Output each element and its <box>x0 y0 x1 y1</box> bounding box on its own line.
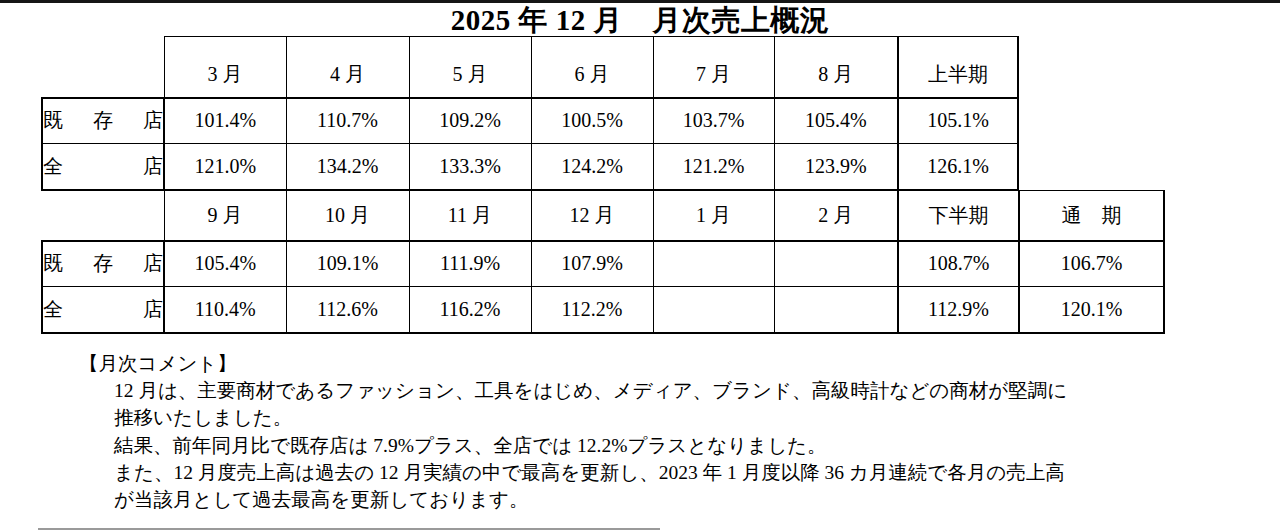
corner-cell <box>42 37 164 98</box>
data-cell: 107.9% <box>531 241 653 287</box>
comment-line: 推移いたしました。 <box>114 404 1204 431</box>
row-label-all-stores: 全店 <box>42 144 164 190</box>
data-cell-second-half-total: 112.9% <box>898 287 1019 333</box>
data-cell-empty <box>653 241 774 287</box>
data-cell-empty <box>774 287 898 333</box>
corner-cell <box>42 191 164 241</box>
comment-line: が当該月として過去最高を更新しております。 <box>114 486 1204 513</box>
monthly-comment-section: 【月次コメント】 12 月は、主要商材であるファッション、工具をはじめ、メディア… <box>79 350 1204 513</box>
bottom-partial-rule <box>38 528 660 530</box>
data-cell: 134.2% <box>286 144 409 190</box>
header-cell-second-half-total: 下半期 <box>898 191 1019 241</box>
header-cell-jun: 6 月 <box>531 37 653 98</box>
data-cell: 105.4% <box>774 98 898 144</box>
table-row-existing-stores: 既存店 105.4% 109.1% 111.9% 107.9% 108.7% 1… <box>42 241 1164 287</box>
row-label-existing-stores: 既存店 <box>42 98 164 144</box>
header-cell-sep: 9 月 <box>164 191 286 241</box>
data-cell: 103.7% <box>653 98 774 144</box>
header-cell-first-half-total: 上半期 <box>898 37 1018 98</box>
data-cell: 110.4% <box>164 287 286 333</box>
header-cell-aug: 8 月 <box>774 37 898 98</box>
table-row-existing-stores: 既存店 101.4% 110.7% 109.2% 100.5% 103.7% 1… <box>42 98 1018 144</box>
header-cell-jan: 1 月 <box>653 191 774 241</box>
page-title: 2025 年 12 月 月次売上概況 <box>0 1 1280 41</box>
table-header-row: 3 月 4 月 5 月 6 月 7 月 8 月 上半期 <box>42 37 1018 98</box>
header-cell-oct: 10 月 <box>286 191 409 241</box>
header-cell-mar: 3 月 <box>164 37 286 98</box>
header-cell-feb: 2 月 <box>774 191 898 241</box>
header-cell-apr: 4 月 <box>286 37 409 98</box>
data-cell: 100.5% <box>531 98 653 144</box>
row-label-all-stores: 全店 <box>42 287 164 333</box>
header-cell-full-year-total: 通 期 <box>1019 191 1164 241</box>
sales-table-first-half: 3 月 4 月 5 月 6 月 7 月 8 月 上半期 既存店 101.4% 1… <box>41 36 1019 191</box>
data-cell-first-half-total: 126.1% <box>898 144 1018 190</box>
data-cell: 121.2% <box>653 144 774 190</box>
data-cell: 109.2% <box>409 98 531 144</box>
data-cell-first-half-total: 105.1% <box>898 98 1018 144</box>
comment-line: 12 月は、主要商材であるファッション、工具をはじめ、メディア、ブランド、高級時… <box>114 377 1204 404</box>
data-cell: 109.1% <box>286 241 409 287</box>
data-cell: 101.4% <box>164 98 286 144</box>
data-cell: 124.2% <box>531 144 653 190</box>
table-row-all-stores: 全店 110.4% 112.6% 116.2% 112.2% 112.9% 12… <box>42 287 1164 333</box>
data-cell: 110.7% <box>286 98 409 144</box>
header-cell-nov: 11 月 <box>409 191 531 241</box>
table-row-all-stores: 全店 121.0% 134.2% 133.3% 124.2% 121.2% 12… <box>42 144 1018 190</box>
data-cell: 123.9% <box>774 144 898 190</box>
data-cell-full-year-total: 120.1% <box>1019 287 1164 333</box>
data-cell-second-half-total: 108.7% <box>898 241 1019 287</box>
header-cell-dec: 12 月 <box>531 191 653 241</box>
data-cell: 111.9% <box>409 241 531 287</box>
data-cell: 116.2% <box>409 287 531 333</box>
comment-line: また、12 月度売上高は過去の 12 月実績の中で最高を更新し、2023 年 1… <box>114 459 1204 486</box>
data-cell-empty <box>774 241 898 287</box>
table-header-row: 9 月 10 月 11 月 12 月 1 月 2 月 下半期 通 期 <box>42 191 1164 241</box>
data-cell: 121.0% <box>164 144 286 190</box>
data-cell: 112.2% <box>531 287 653 333</box>
sales-table-second-half: 9 月 10 月 11 月 12 月 1 月 2 月 下半期 通 期 既存店 1… <box>41 190 1165 334</box>
data-cell: 105.4% <box>164 241 286 287</box>
comment-heading: 【月次コメント】 <box>79 350 1204 377</box>
comment-line: 結果、前年同月比で既存店は 7.9%プラス、全店では 12.2%プラスとなりまし… <box>114 432 1204 459</box>
data-cell: 133.3% <box>409 144 531 190</box>
header-cell-may: 5 月 <box>409 37 531 98</box>
data-cell-full-year-total: 106.7% <box>1019 241 1164 287</box>
data-cell: 112.6% <box>286 287 409 333</box>
data-cell-empty <box>653 287 774 333</box>
row-label-existing-stores: 既存店 <box>42 241 164 287</box>
header-cell-jul: 7 月 <box>653 37 774 98</box>
